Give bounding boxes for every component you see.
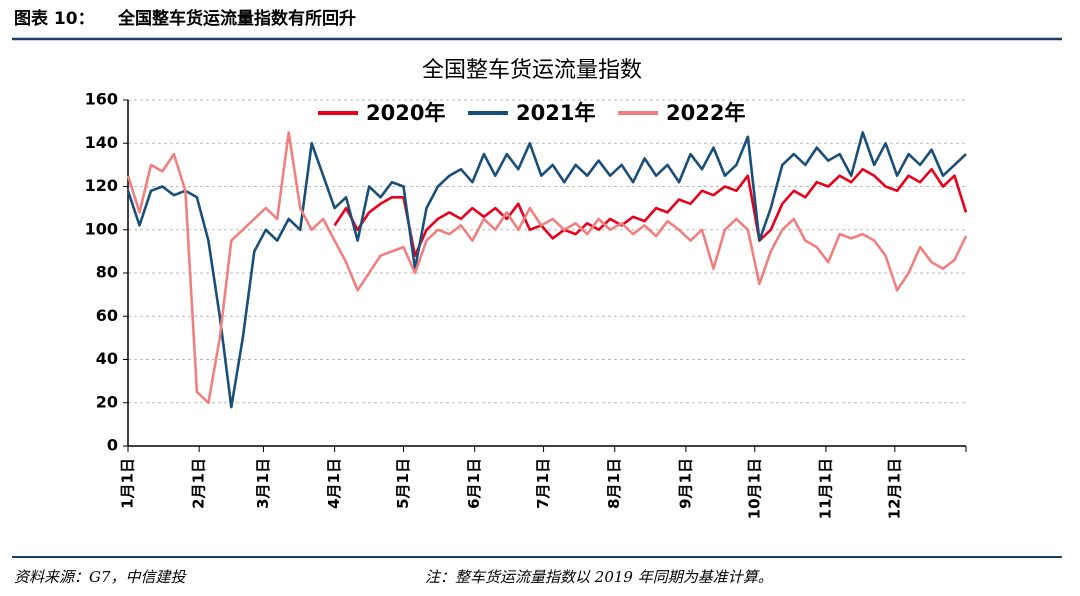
x-tick-label: 7月1日 <box>534 458 552 509</box>
y-tick-label: 40 <box>96 349 118 368</box>
series-line <box>126 131 968 405</box>
note: 注：整车货运流量指数以 2019 年同期为基准计算。 <box>425 568 773 586</box>
y-tick-label: 140 <box>85 133 118 152</box>
x-tick-label: 3月1日 <box>254 458 272 509</box>
x-tick-label: 4月1日 <box>325 458 343 509</box>
legend-label: 2020年 <box>366 101 445 125</box>
y-tick-label: 20 <box>96 392 118 411</box>
x-tick-label: 1月1日 <box>119 458 137 509</box>
x-tick-label: 11月1日 <box>816 458 834 519</box>
y-tick-label: 160 <box>85 90 118 109</box>
x-tick-label: 5月1日 <box>394 458 412 509</box>
x-tick-label: 2月1日 <box>190 458 208 509</box>
figure-title: 全国整车货运流量指数有所回升 <box>117 8 356 29</box>
x-tick-label: 8月1日 <box>605 458 623 509</box>
x-tick-label: 12月1日 <box>885 458 903 519</box>
y-tick-label: 100 <box>85 219 118 238</box>
x-tick-label: 10月1日 <box>745 458 763 519</box>
legend-label: 2021年 <box>516 101 595 125</box>
legend-label: 2022年 <box>666 101 745 125</box>
y-tick-label: 80 <box>96 263 118 282</box>
chart-title: 全国整车货运流量指数 <box>422 58 642 83</box>
y-tick-label: 0 <box>107 436 118 455</box>
figure-label: 图表 10： <box>14 8 95 29</box>
x-tick-label: 9月1日 <box>676 458 694 509</box>
source: 资料来源：G7，中信建投 <box>14 568 188 586</box>
x-tick-label: 6月1日 <box>465 458 483 509</box>
series-line <box>333 167 968 257</box>
series-line <box>126 131 967 409</box>
y-tick-label: 60 <box>96 306 118 325</box>
y-tick-label: 120 <box>85 176 118 195</box>
